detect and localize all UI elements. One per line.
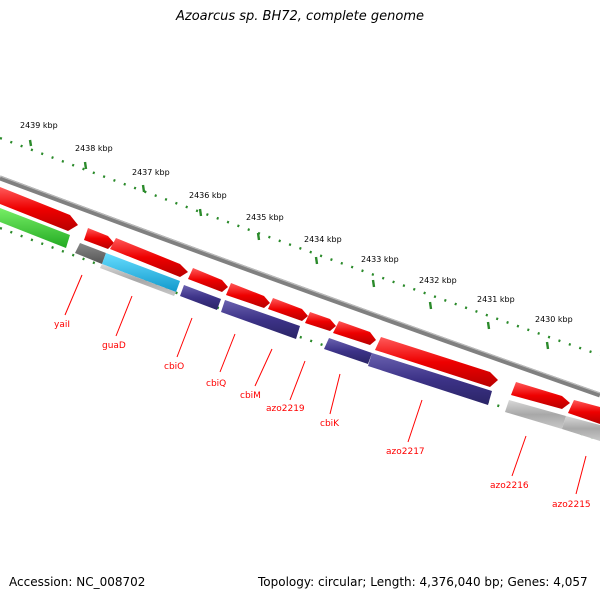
gene-block[interactable] [0, 187, 78, 231]
tick-label: 2438 kbp [75, 144, 113, 153]
gene-block[interactable] [226, 283, 270, 308]
tick-labels: 2439 kbp 2438 kbp 2437 kbp 2436 kbp 2435… [20, 121, 573, 324]
gene-labels: yaiI guaD cbiO cbiQ cbiM azo2219 cbiK az… [54, 320, 591, 510]
gene-block[interactable] [568, 400, 600, 424]
gene-block[interactable] [188, 268, 228, 292]
gene-block[interactable] [268, 298, 308, 321]
gene-block[interactable] [84, 228, 114, 249]
gene-block[interactable] [505, 400, 566, 429]
gene-label[interactable]: guaD [102, 341, 126, 351]
major-ticks [28, 139, 550, 350]
gene-block[interactable] [221, 300, 300, 339]
gene-block[interactable] [333, 321, 376, 345]
scale-ticks-outer [0, 136, 600, 357]
gene-block[interactable] [511, 382, 570, 409]
gene-label[interactable]: azo2216 [490, 481, 529, 491]
tick-label: 2437 kbp [132, 168, 170, 177]
gene-block[interactable] [75, 243, 106, 264]
scale-ticks-inner [0, 226, 600, 442]
tick-label: 2434 kbp [304, 235, 342, 244]
tick-label: 2436 kbp [189, 191, 227, 200]
gene-block[interactable] [102, 253, 180, 292]
tick-label: 2435 kbp [246, 213, 284, 222]
gene-block[interactable] [562, 416, 600, 441]
gene-label[interactable]: cbiO [164, 362, 184, 372]
gene-label[interactable]: cbiM [240, 391, 261, 401]
map-title: Azoarcus sp. BH72, complete genome [175, 9, 425, 24]
tick-label: 2432 kbp [419, 276, 457, 285]
reverse-strand [0, 208, 600, 441]
gene-label[interactable]: yaiI [54, 320, 70, 330]
gene-block[interactable] [100, 264, 176, 296]
gene-block[interactable] [305, 312, 336, 331]
accession-text: Accession: NC_008702 [9, 575, 146, 589]
gene-block[interactable] [180, 285, 221, 310]
tick-label: 2439 kbp [20, 121, 58, 130]
gene-block[interactable] [324, 338, 372, 364]
tick-label: 2431 kbp [477, 295, 515, 304]
gene-label[interactable]: azo2219 [266, 404, 305, 414]
gene-label[interactable]: cbiQ [206, 379, 226, 389]
tick-label: 2433 kbp [361, 255, 399, 264]
gene-block[interactable] [0, 208, 70, 248]
tick-label: 2430 kbp [535, 315, 573, 324]
gene-block[interactable] [368, 353, 492, 405]
topology-text: Topology: circular; Length: 4,376,040 bp… [258, 575, 588, 589]
gene-label[interactable]: azo2215 [552, 500, 591, 510]
gene-block[interactable] [110, 238, 188, 277]
backbone [0, 175, 600, 398]
gene-label[interactable]: cbiK [320, 419, 340, 429]
label-leaders [64, 274, 587, 495]
gene-block[interactable] [375, 337, 498, 387]
forward-strand [0, 187, 600, 424]
gene-label[interactable]: azo2217 [386, 447, 425, 457]
